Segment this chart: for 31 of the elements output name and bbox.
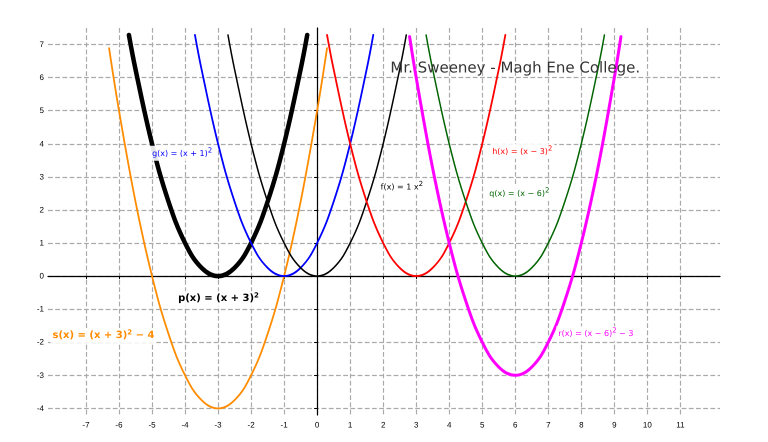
x-tick-label: 4: [446, 420, 452, 430]
x-tick-label: 0: [314, 420, 320, 430]
x-tick-label: 1: [348, 420, 353, 430]
y-tick-label: -2: [36, 338, 45, 347]
y-tick-label: 5: [40, 106, 45, 116]
x-tick-label: 11: [676, 420, 686, 430]
x-tick-label: 5: [480, 420, 486, 430]
y-tick-label: 2: [40, 205, 45, 214]
y-tick-label: 1: [40, 238, 45, 248]
x-tick-label: 3: [414, 420, 419, 430]
x-tick-label: -3: [214, 420, 222, 430]
x-tick-label: 10: [642, 420, 652, 430]
y-tick-label: 7: [40, 40, 45, 50]
x-tick-label: -4: [181, 420, 190, 430]
y-tick-label: -1: [36, 304, 45, 314]
x-tick-label: -6: [115, 420, 124, 430]
y-tick-label: 0: [40, 272, 45, 281]
x-tick-label: 6: [513, 420, 518, 430]
x-tick-label: 7: [546, 420, 552, 430]
x-tick-label: -2: [248, 420, 256, 430]
x-tick-label: -1: [280, 420, 288, 430]
y-tick-label: -4: [36, 404, 45, 413]
x-tick-label: 9: [612, 420, 618, 430]
y-tick-label: 4: [40, 139, 45, 148]
y-tick-label: -3: [36, 370, 45, 380]
x-tick-label: -5: [148, 420, 156, 430]
x-tick-label: -7: [82, 420, 90, 430]
x-tick-label: 2: [380, 420, 386, 430]
x-tick-label: 8: [579, 420, 584, 430]
y-tick-label: 3: [40, 172, 45, 182]
y-tick-label: 6: [40, 73, 45, 82]
